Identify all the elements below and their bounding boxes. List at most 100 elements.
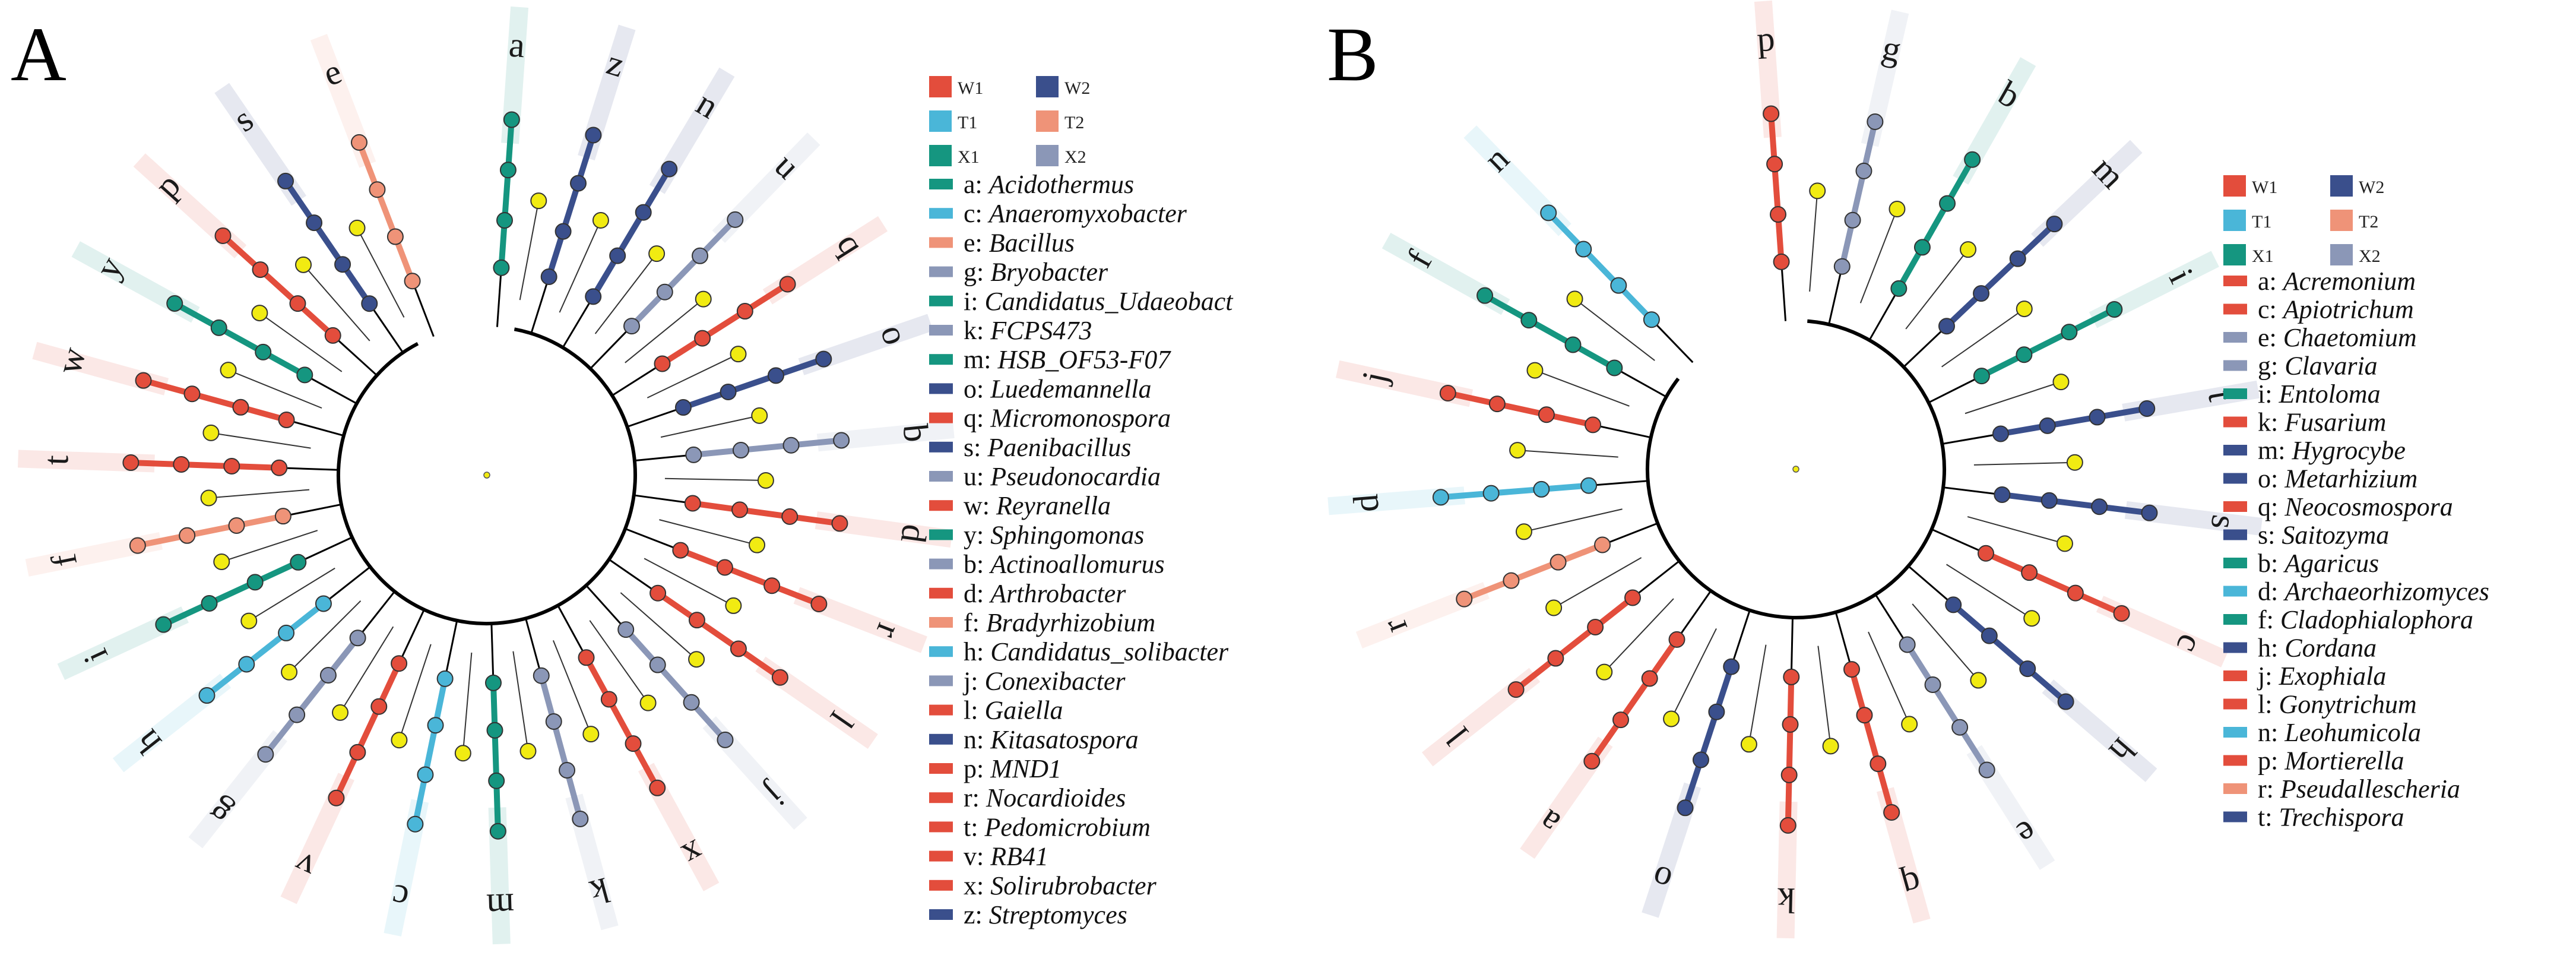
clade-label: n bbox=[690, 83, 725, 126]
clade-node bbox=[214, 227, 232, 244]
clade-node bbox=[730, 640, 747, 657]
clade-label: d bbox=[1346, 493, 1386, 514]
legend-taxon-sep: : bbox=[971, 812, 984, 842]
legend-taxon-code: t bbox=[964, 812, 971, 842]
clade-node bbox=[559, 761, 576, 779]
clade-node bbox=[685, 446, 702, 463]
legend-taxon-sep: : bbox=[977, 316, 990, 345]
clade-node bbox=[1594, 536, 1611, 553]
clade-branch bbox=[1905, 643, 1989, 772]
legend-taxon-code: c bbox=[2258, 295, 2270, 324]
legend-taxon-code: s bbox=[964, 433, 974, 462]
minor-branch bbox=[398, 644, 432, 741]
clade-node bbox=[1643, 311, 1660, 328]
legend-taxon-code: m bbox=[2258, 436, 2278, 465]
legend-taxon-code: d bbox=[2258, 577, 2271, 606]
tree-stem bbox=[398, 609, 425, 664]
minor-node bbox=[2023, 610, 2040, 627]
clade-node bbox=[1856, 707, 1873, 724]
minor-branch bbox=[664, 477, 766, 482]
clade-label: o bbox=[1647, 858, 1677, 900]
legend-taxon-entry: o: Metarhizium bbox=[2258, 464, 2417, 494]
legend-taxon-sep: : bbox=[984, 345, 997, 374]
legend-taxon-entry: d: Archaeorhizomyces bbox=[2258, 577, 2489, 606]
clade-node bbox=[255, 343, 272, 360]
clade-node bbox=[334, 256, 351, 273]
legend-taxon-code: b bbox=[964, 550, 977, 579]
minor-branch bbox=[594, 253, 657, 334]
minor-node bbox=[530, 192, 547, 210]
legend-taxon-entry: m: Hygrocybe bbox=[2258, 436, 2406, 465]
clade-node bbox=[2113, 605, 2130, 622]
clade-node bbox=[1870, 755, 1887, 773]
legend-taxon-swatch bbox=[929, 675, 953, 687]
clade-node bbox=[1585, 416, 1602, 434]
clade-branch bbox=[1896, 158, 1975, 290]
legend-taxon-swatch bbox=[929, 617, 953, 628]
minor-branch bbox=[1965, 381, 2061, 415]
root-node bbox=[483, 472, 490, 479]
minor-branch bbox=[1748, 644, 1767, 745]
clade-node bbox=[278, 624, 295, 641]
panel-letter: A bbox=[11, 12, 66, 97]
legend-taxon-swatch bbox=[2223, 586, 2247, 597]
clade-node bbox=[1723, 658, 1740, 675]
legend-taxon-swatch bbox=[929, 733, 953, 745]
tree-stem bbox=[1928, 375, 1982, 404]
clade-node bbox=[2141, 504, 2158, 521]
clade-node bbox=[499, 162, 517, 179]
clade-node bbox=[694, 330, 711, 347]
clade-node bbox=[1770, 206, 1787, 223]
clade-node bbox=[1867, 113, 1884, 131]
minor-node bbox=[695, 290, 712, 308]
tree-stem bbox=[1730, 610, 1751, 668]
clade-node bbox=[369, 181, 386, 198]
tree-stem bbox=[626, 406, 684, 428]
tree-stem bbox=[1676, 590, 1712, 640]
minor-node bbox=[725, 597, 742, 614]
legend-taxon-code: o bbox=[964, 374, 977, 403]
legend-taxon-swatch bbox=[2223, 783, 2247, 794]
legend-swatch bbox=[2330, 244, 2353, 265]
legend-taxon-entry: m: HSB_OF53-F07 bbox=[964, 345, 1171, 374]
tree-stem bbox=[286, 419, 344, 437]
clade-node bbox=[1924, 676, 1941, 693]
legend-taxon-name: RB41 bbox=[990, 842, 1048, 871]
legend-taxon-code: n bbox=[2258, 718, 2271, 747]
clade-node bbox=[1641, 670, 1658, 687]
legend-taxon-swatch bbox=[2223, 755, 2247, 766]
clade-node bbox=[654, 355, 671, 372]
legend-taxon-swatch bbox=[929, 529, 953, 540]
legend-taxon-swatch bbox=[929, 587, 953, 599]
legend-taxon-entry: f: Bradyrhizobium bbox=[964, 608, 1155, 637]
clade-node bbox=[688, 612, 705, 629]
clade-node bbox=[201, 595, 218, 612]
legend-taxon-sep: : bbox=[2267, 774, 2280, 803]
clade-node bbox=[1439, 385, 1456, 402]
legend-taxon-name: Sphingomonas bbox=[990, 520, 1144, 549]
clade-label: q bbox=[829, 226, 872, 262]
clade-node bbox=[1580, 477, 1598, 494]
clade-node bbox=[252, 261, 269, 279]
legend-taxon-swatch bbox=[929, 471, 953, 482]
legend-taxon-entry: t: Trechispora bbox=[2258, 803, 2404, 832]
legend-taxon-swatch bbox=[929, 558, 953, 570]
legend-swatch bbox=[1036, 145, 1059, 166]
minor-branch bbox=[228, 369, 322, 409]
clade-node bbox=[2040, 492, 2058, 509]
minor-node bbox=[1566, 290, 1583, 308]
legend-taxon-name: Bacillus bbox=[989, 228, 1075, 257]
legend-taxon-sep: : bbox=[972, 608, 986, 637]
clade-node bbox=[609, 247, 626, 264]
legend-taxon-code: v bbox=[964, 842, 977, 871]
legend-taxon-swatch bbox=[2223, 445, 2247, 455]
tree-stem bbox=[1780, 261, 1787, 321]
legend-taxon-entry: r: Nocardioides bbox=[964, 783, 1126, 812]
minor-branch bbox=[660, 415, 760, 438]
clade-node bbox=[1978, 761, 1995, 779]
legend-taxon-swatch bbox=[2223, 276, 2247, 286]
clade-node bbox=[1624, 589, 1641, 606]
clade-node bbox=[1766, 156, 1783, 173]
legend-taxon-swatch bbox=[929, 646, 953, 657]
